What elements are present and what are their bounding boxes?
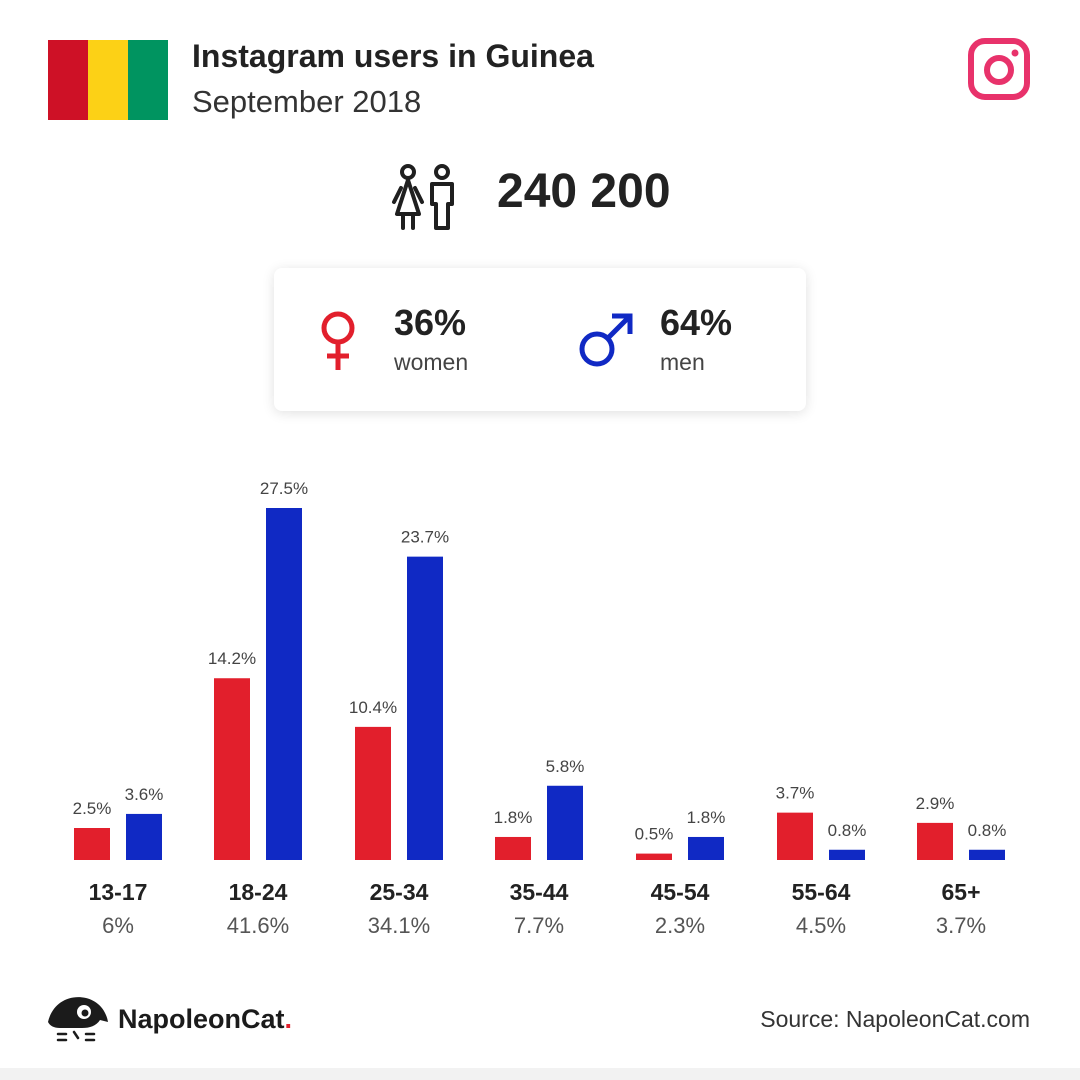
category-label-55-64: 55-64 xyxy=(792,879,851,905)
category-label-65+: 65+ xyxy=(941,879,980,905)
page-subtitle: September 2018 xyxy=(192,84,422,119)
men-bar-45-54 xyxy=(688,836,724,860)
female-icon xyxy=(321,311,355,370)
men-value-label-55-64: 0.8% xyxy=(828,821,867,840)
category-total-35-44: 7.7% xyxy=(514,913,564,938)
flag-stripe-green xyxy=(128,40,168,120)
women-bar-35-44 xyxy=(495,836,531,860)
women-value-label-55-64: 3.7% xyxy=(776,784,815,803)
brand-text: NapoleonCat xyxy=(118,1004,285,1034)
women-bar-65+ xyxy=(917,822,953,860)
bottom-band xyxy=(0,1068,1080,1080)
instagram-icon xyxy=(968,38,1030,100)
women-value-label-25-34: 10.4% xyxy=(349,698,397,717)
women-bar-25-34 xyxy=(355,726,391,860)
category-total-13-17: 6% xyxy=(102,913,134,938)
flag-stripe-red xyxy=(48,40,88,120)
male-icon xyxy=(579,313,633,367)
age-gender-bar-chart: 2.5% 3.6% 13-17 6% 14.2% 27.5% 18-24 41.6% 10.4%… xyxy=(73,479,1007,938)
women-label: women xyxy=(394,349,469,375)
category-label-25-34: 25-34 xyxy=(370,879,429,905)
men-bar-25-34 xyxy=(407,556,443,860)
men-percent: 64% xyxy=(660,302,733,343)
men-value-label-13-17: 3.6% xyxy=(125,785,164,804)
women-value-label-13-17: 2.5% xyxy=(73,799,112,818)
category-total-18-24: 41.6% xyxy=(227,913,289,938)
men-bar-65+ xyxy=(969,849,1005,860)
gender-card: 36% women 64% men xyxy=(274,268,806,411)
category-total-55-64: 4.5% xyxy=(796,913,846,938)
men-value-label-25-34: 23.7% xyxy=(401,528,449,547)
women-value-label-45-54: 0.5% xyxy=(635,825,674,844)
people-icon xyxy=(392,164,454,230)
category-label-45-54: 45-54 xyxy=(651,879,710,905)
total-users: 240 200 xyxy=(497,165,671,218)
page-title: Instagram users in Guinea xyxy=(192,38,594,74)
source-text: Source: NapoleonCat.com xyxy=(760,1006,1030,1032)
women-bar-45-54 xyxy=(636,853,672,860)
flag-stripe-yellow xyxy=(88,40,128,120)
women-bar-13-17 xyxy=(74,828,110,860)
category-label-13-17: 13-17 xyxy=(89,879,148,905)
brand-dot: . xyxy=(284,1004,293,1034)
category-total-25-34: 34.1% xyxy=(368,913,430,938)
brand-name: NapoleonCat. xyxy=(118,1004,292,1035)
category-label-35-44: 35-44 xyxy=(510,879,569,905)
men-value-label-18-24: 27.5% xyxy=(260,479,308,498)
men-bar-35-44 xyxy=(547,785,583,860)
category-total-45-54: 2.3% xyxy=(655,913,705,938)
category-total-65+: 3.7% xyxy=(936,913,986,938)
women-bar-55-64 xyxy=(777,812,813,860)
guinea-flag-icon xyxy=(48,40,168,120)
men-value-label-35-44: 5.8% xyxy=(546,757,585,776)
men-bar-55-64 xyxy=(829,849,865,860)
men-value-label-65+: 0.8% xyxy=(968,821,1007,840)
women-value-label-18-24: 14.2% xyxy=(208,649,256,668)
women-value-label-35-44: 1.8% xyxy=(494,808,533,827)
category-label-18-24: 18-24 xyxy=(229,879,288,905)
men-bar-13-17 xyxy=(126,813,162,860)
women-value-label-65+: 2.9% xyxy=(916,794,955,813)
men-value-label-45-54: 1.8% xyxy=(687,808,726,827)
men-bar-18-24 xyxy=(266,508,302,860)
women-percent: 36% xyxy=(394,302,467,343)
women-bar-18-24 xyxy=(214,678,250,860)
men-label: men xyxy=(660,349,705,375)
napoleoncat-logo-icon xyxy=(48,997,108,1042)
